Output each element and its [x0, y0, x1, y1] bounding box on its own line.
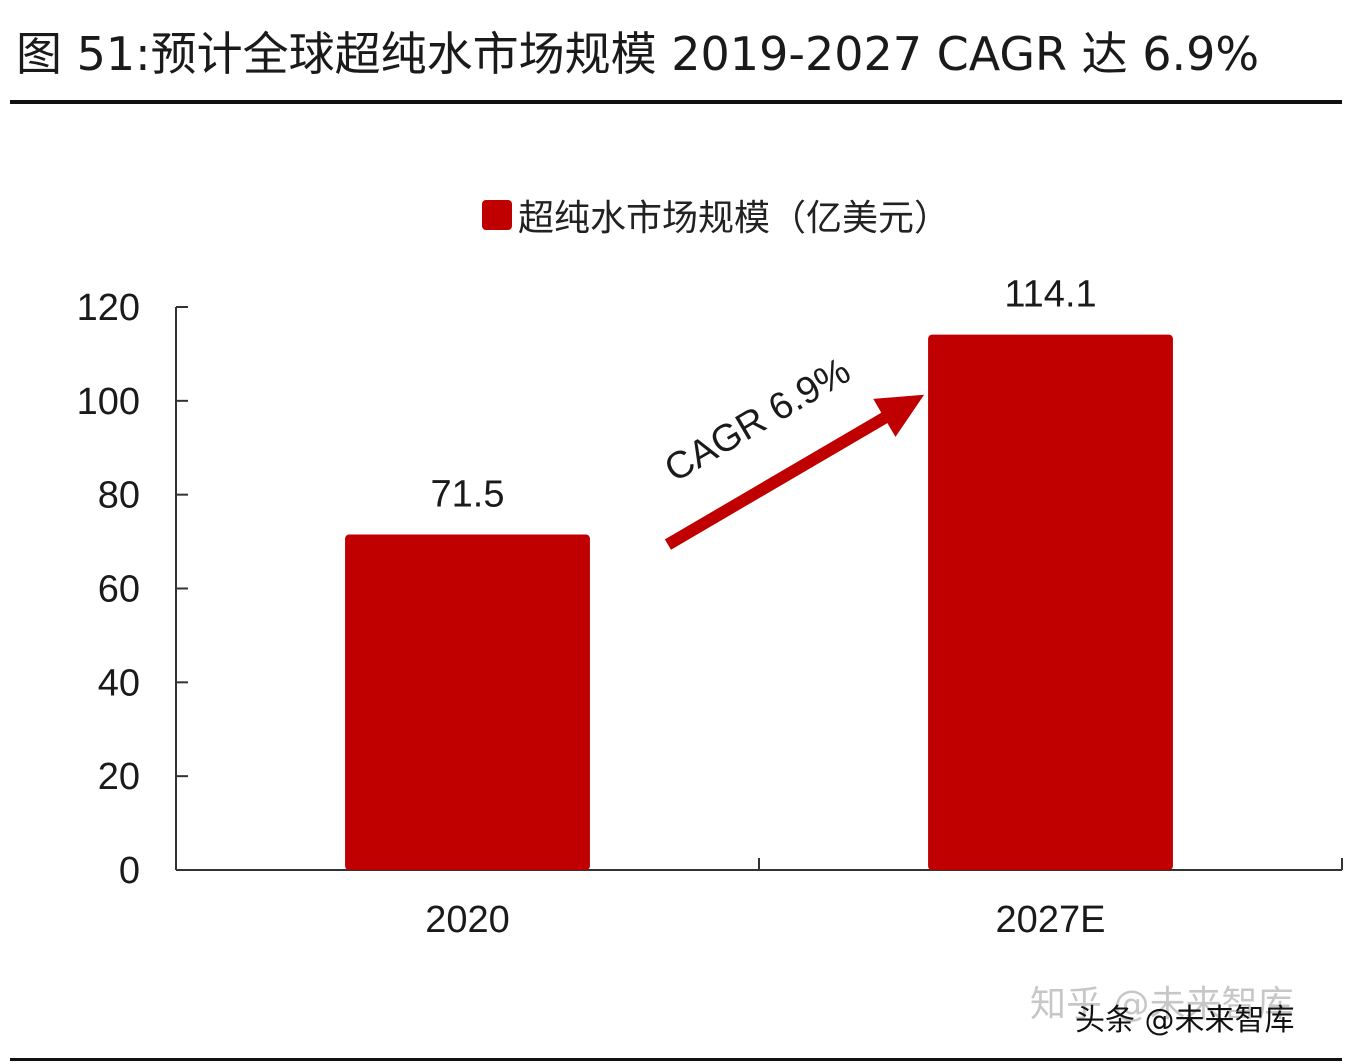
cagr-label: CAGR 6.9%	[658, 350, 858, 491]
legend-label: 超纯水市场规模（亿美元）	[518, 198, 951, 239]
title-divider	[10, 100, 1342, 104]
watermark: 头条 @未来智库	[1075, 1003, 1295, 1038]
cagr-arrow	[664, 394, 925, 550]
x-tick-label: 2020	[425, 899, 510, 941]
bar	[345, 534, 590, 870]
y-tick-label: 0	[119, 850, 140, 892]
bar	[928, 334, 1173, 870]
data-label: 114.1	[1004, 274, 1096, 316]
data-label: 71.5	[431, 474, 505, 516]
bottom-divider	[10, 1058, 1342, 1061]
y-tick-label: 120	[77, 287, 140, 329]
y-tick-label: 80	[98, 475, 140, 517]
x-tick-label: 2027E	[996, 899, 1106, 941]
y-tick-label: 20	[98, 756, 140, 798]
y-tick-label: 60	[98, 569, 140, 611]
chart-legend: 超纯水市场规模（亿美元）	[482, 190, 950, 240]
y-tick-label: 40	[98, 662, 140, 704]
legend-swatch	[482, 200, 512, 230]
figure-title: 图 51:预计全球超纯水市场规模 2019-2027 CAGR 达 6.9%	[16, 27, 1260, 81]
y-tick-label: 100	[77, 381, 140, 423]
watermark-faint: 知乎 @未来智库	[1030, 984, 1294, 1025]
